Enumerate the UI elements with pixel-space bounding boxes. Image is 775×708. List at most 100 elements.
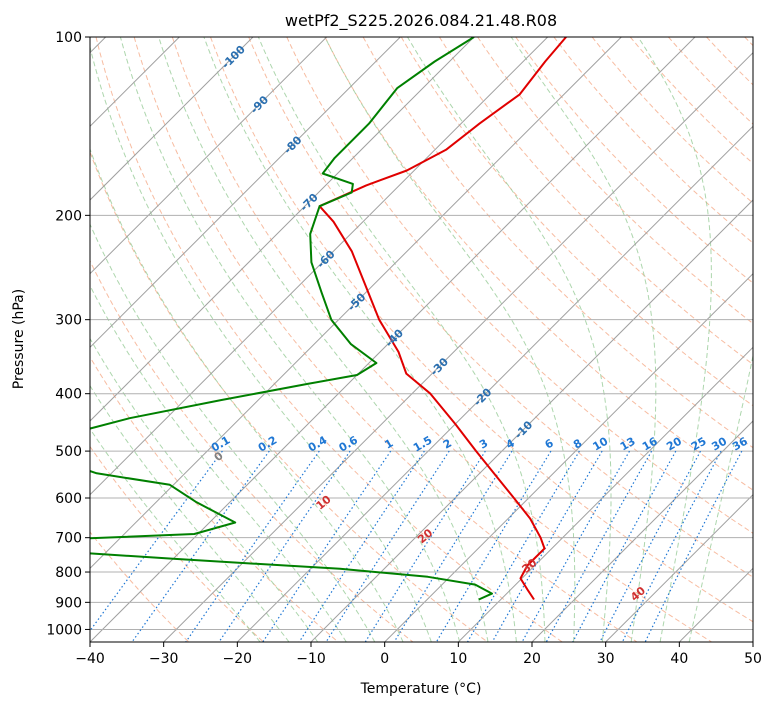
mixing-ratio-lines <box>90 450 743 642</box>
y-tick-label: 700 <box>55 531 82 547</box>
mixing-ratio-line <box>131 450 270 642</box>
plot-frame <box>89 36 754 643</box>
isotherm-line <box>163 51 753 642</box>
moist-adiabat-line <box>119 37 461 642</box>
dry-adiabat-label: 40 <box>628 584 648 604</box>
dry-adiabat-line <box>668 37 753 125</box>
mixing-ratio-label: 3 <box>477 437 490 452</box>
dry-adiabat-line <box>706 37 753 86</box>
dry-adiabat-line <box>744 37 753 47</box>
x-axis: −40 −30 −20 −10 0 10 20 30 40 50 <box>75 642 762 667</box>
isotherm-line <box>90 37 401 349</box>
dry-adiabat-line <box>210 37 753 623</box>
moist-adiabat-line <box>407 37 612 642</box>
x-tick-label: −30 <box>149 651 179 667</box>
isotherm-line <box>90 37 328 275</box>
isotherm-line <box>90 37 254 201</box>
dry-adiabat-line <box>90 531 190 642</box>
y-tick-label: 200 <box>55 208 82 224</box>
isotherm-label: -100 <box>219 43 248 72</box>
moist-adiabat-line <box>90 284 347 642</box>
moist-adiabat-line <box>688 353 753 642</box>
dry-adiabat-line <box>515 37 753 284</box>
moist-adiabat-line <box>90 337 319 642</box>
isotherm-line <box>678 567 753 642</box>
moist-adiabat-line <box>90 44 432 642</box>
mixing-ratio-line <box>298 450 425 642</box>
dry-adiabat-line <box>324 37 753 491</box>
x-tick-label: −10 <box>296 651 326 667</box>
dry-adiabat-line <box>90 259 414 642</box>
x-tick-label: −20 <box>223 651 253 667</box>
moist-adiabat-line <box>90 147 404 642</box>
moist-adiabat-line <box>90 427 261 642</box>
mixing-ratio-line <box>491 450 603 642</box>
isotherm-line <box>605 493 753 642</box>
dry-adiabat-line <box>477 37 753 325</box>
moist-adiabat-line <box>510 37 657 642</box>
mixing-ratio-line <box>521 450 631 642</box>
mixing-ratio-line <box>435 450 552 642</box>
dry-adiabat-line <box>553 37 753 244</box>
x-tick-label: 40 <box>670 651 688 667</box>
y-tick-label: 100 <box>55 30 82 46</box>
mixing-ratio-line <box>466 450 580 642</box>
x-tick-label: 30 <box>597 651 615 667</box>
y-axis-title: Pressure (hPa) <box>11 289 27 389</box>
mixing-ratio-line <box>218 450 351 642</box>
dewpoint-line <box>90 37 493 601</box>
mixing-ratio-label: 4 <box>504 436 517 451</box>
dry-adiabat-line <box>286 37 753 534</box>
profile-lines <box>90 37 567 601</box>
isotherm-line <box>457 346 753 642</box>
mixing-ratio-line <box>621 450 722 642</box>
mixing-ratio-line <box>185 450 320 642</box>
dry-adiabat-line <box>133 37 638 642</box>
y-tick-label: 500 <box>55 444 82 460</box>
x-tick-label: 10 <box>449 651 467 667</box>
mixing-ratio-label: 2 <box>441 437 454 452</box>
mixing-ratio-line <box>364 450 486 642</box>
x-tick-label: 50 <box>744 651 762 667</box>
isotherm-line <box>90 37 696 642</box>
dry-adiabat-line <box>171 37 712 642</box>
isotherm-line <box>90 37 622 570</box>
isotherm-line <box>90 37 549 496</box>
y-tick-label: 800 <box>55 565 82 581</box>
dry-adiabat-line <box>95 37 563 642</box>
mixing-ratio-label: 6 <box>543 436 556 451</box>
mixing-ratio-line <box>325 450 450 642</box>
chart-title: wetPf2_S225.2026.084.21.48.R08 <box>285 11 557 31</box>
line-labels: 0.1 0.2 0.4 0.6 1 1.5 2 3 4 6 8 10 13 16 20 25 30 36-100-… <box>209 43 750 604</box>
dry-adiabat-line <box>248 37 753 578</box>
isotherm-line <box>310 199 753 642</box>
x-tick-label: −40 <box>75 651 105 667</box>
dry-adiabat-label: 20 <box>415 526 435 546</box>
pressure-grid <box>90 37 753 630</box>
x-tick-label: 20 <box>523 651 541 667</box>
isotherms <box>90 37 753 642</box>
dry-adiabat-line <box>90 150 488 642</box>
mixing-ratio-line <box>545 450 653 642</box>
dry-adiabat-line <box>438 37 753 366</box>
x-tick-label: 0 <box>380 651 389 667</box>
isotherm-line <box>531 420 753 642</box>
plot-area: 0.1 0.2 0.4 0.6 1 1.5 2 3 4 6 8 10 13 16 20 25 30 36-100-… <box>90 37 753 642</box>
y-tick-label: 1000 <box>46 622 82 638</box>
y-tick-label: 600 <box>55 491 82 507</box>
x-axis-title: Temperature (°C) <box>360 681 482 697</box>
y-tick-label: 400 <box>55 387 82 403</box>
dry-adiabat-line <box>90 445 264 642</box>
temperature-line <box>318 37 567 601</box>
mixing-ratio-line <box>572 450 677 642</box>
dry-adiabat-line <box>400 37 753 407</box>
moist-adiabat-line <box>637 37 712 642</box>
y-tick-label: 900 <box>55 595 82 611</box>
isotherm-line <box>752 641 753 642</box>
mixing-ratio-line <box>262 450 392 642</box>
dry-adiabat-line <box>629 37 753 165</box>
mixing-ratio-line <box>393 450 513 642</box>
isotherm-line <box>384 272 753 642</box>
y-axis: 100 200 300 400 500 600 700 800 900 1000 <box>46 30 90 638</box>
